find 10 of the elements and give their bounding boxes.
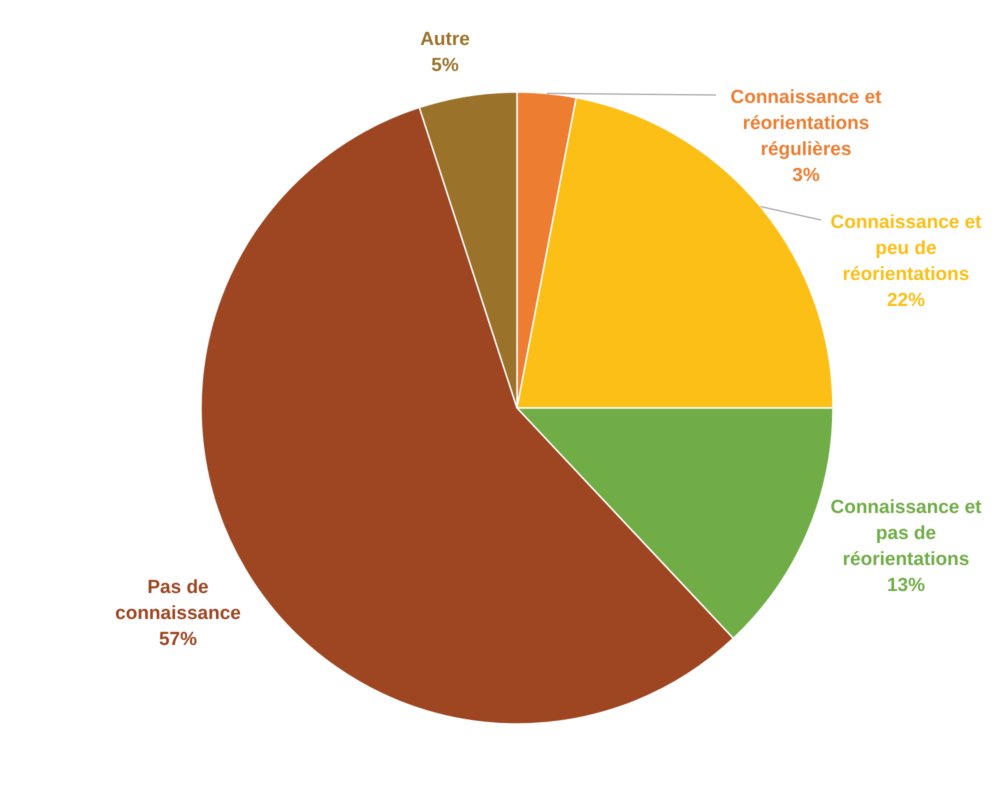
data-label: 57% [158, 629, 198, 650]
slice-label: Pas de connaissance [115, 577, 241, 624]
slice-label: Connaissance et peu de réorientations [830, 212, 982, 285]
data-label: 13% [886, 575, 926, 596]
data-label: 3% [792, 165, 820, 186]
slice-label: Connaissance et réorientations régulières [730, 87, 882, 160]
slice-label: Connaissance et pas de réorientations [830, 497, 982, 570]
slice-label: Autre [420, 29, 470, 50]
data-label: 22% [886, 290, 926, 311]
data-label: 5% [431, 55, 459, 76]
